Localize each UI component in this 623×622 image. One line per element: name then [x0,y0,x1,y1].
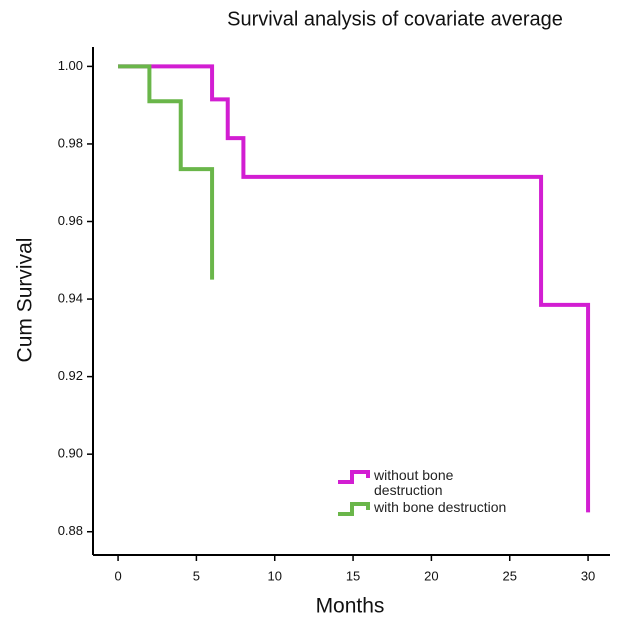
y-axis-label: Cum Survival [14,238,37,363]
x-tick-label: 10 [267,568,281,583]
x-tick-label: 25 [502,568,516,583]
legend-label: with bone destruction [374,499,507,515]
x-axis-label: Months [316,595,385,618]
y-tick-label: 0.96 [58,213,83,228]
x-tick-label: 0 [114,568,121,583]
legend-label: without bone destruction [374,467,454,498]
x-tick-label: 15 [346,568,360,583]
chart-title: Survival analysis of covariate average [227,8,563,30]
legend-item: without bone destruction [336,468,546,498]
y-tick-label: 0.94 [58,290,83,305]
x-tick-label: 30 [581,568,595,583]
legend-swatch [338,470,370,484]
survival-line [118,64,591,513]
legend: without bone destruction with bone destru… [336,468,546,520]
x-tick-label: 5 [193,568,200,583]
y-tick-label: 0.92 [58,368,83,383]
y-tick-label: 1.00 [58,58,83,73]
y-tick-label: 0.88 [58,523,83,538]
legend-item: with bone destruction [336,500,546,518]
y-tick-label: 0.90 [58,446,83,461]
survival-line [118,64,215,280]
y-tick-label: 0.98 [58,135,83,150]
x-tick-label: 20 [424,568,438,583]
legend-swatch [338,502,370,516]
